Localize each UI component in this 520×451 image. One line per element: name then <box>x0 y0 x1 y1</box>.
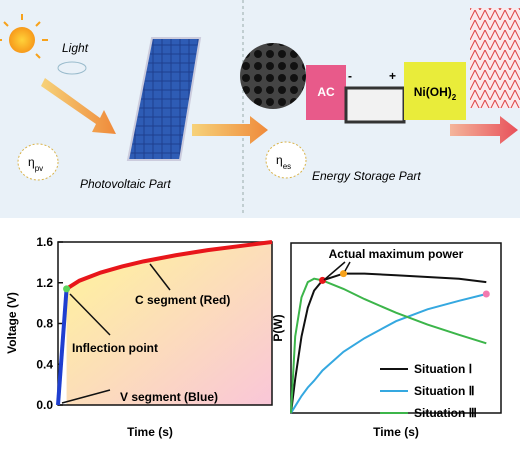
y-tick-label: 0.4 <box>36 357 53 371</box>
eta-pv-ring <box>17 143 59 181</box>
arrow <box>323 261 346 281</box>
eta-sub: es <box>283 162 291 171</box>
es-part: Energy Storage Part <box>312 169 421 183</box>
line <box>56 288 69 406</box>
line <box>290 277 487 414</box>
annotation: V segment (Blue) <box>120 390 218 404</box>
ac-label: AC <box>317 85 335 99</box>
sun <box>9 27 35 53</box>
y-tick-label: 0.8 <box>36 317 53 331</box>
eta-symbol: η <box>28 155 35 169</box>
crystal <box>470 8 520 108</box>
arrow <box>61 389 111 404</box>
arrow <box>149 263 171 291</box>
annotation: Inflection point <box>72 341 158 355</box>
annotations <box>61 261 351 404</box>
y-tick-label: 0.0 <box>36 398 53 412</box>
line <box>290 272 487 414</box>
point-marker <box>482 290 490 298</box>
eta-pv: ηpv <box>28 155 43 173</box>
eta-es: ηes <box>276 153 291 171</box>
ac-electrode <box>306 65 346 120</box>
transfer-arrow <box>192 116 268 144</box>
eta-es-ring <box>265 141 307 179</box>
nioh-main: Ni(OH) <box>414 85 452 99</box>
line <box>290 293 487 414</box>
point-marker <box>319 276 326 284</box>
solar-panel <box>126 37 202 161</box>
power-chart: Time (s) P(W) Situation Ⅰ Situation Ⅱ Situ… <box>271 242 502 439</box>
eta-sub: pv <box>35 164 43 173</box>
y-tick-label: 1.2 <box>36 276 53 290</box>
y-tick-label: 1.6 <box>36 235 53 249</box>
porous-carbon <box>240 43 306 109</box>
nioh-sub: 2 <box>452 93 457 102</box>
nioh-electrode <box>404 62 466 120</box>
arrow <box>69 293 111 336</box>
light-glyph <box>57 61 87 75</box>
x-label: Time (s) <box>373 425 419 439</box>
voltage-chart: Time (s) Voltage (V) 0.0 0.4 0.8 1.2 1.6 <box>5 235 273 439</box>
line <box>65 240 273 291</box>
point-marker <box>340 270 347 278</box>
plus-label: + <box>389 69 396 83</box>
light-label: Light <box>62 41 89 55</box>
legend-label: Situation Ⅰ <box>414 362 472 376</box>
arrow <box>344 261 351 272</box>
y-label: Voltage (V) <box>5 292 19 354</box>
point-marker <box>63 285 71 293</box>
area-fill <box>66 242 272 405</box>
output-arrow <box>450 116 518 144</box>
minus-label: - <box>348 69 352 83</box>
nioh-label: Ni(OH)2 <box>414 85 457 102</box>
annotation: C segment (Red) <box>135 293 230 307</box>
eta-symbol: η <box>276 153 283 167</box>
annotation: Actual maximum power <box>329 247 464 261</box>
schematic: Light ηpv Photovoltaic Part AC - + Ni(OH… <box>0 0 520 218</box>
pv-part: Photovoltaic Part <box>80 177 171 191</box>
cell <box>344 86 406 124</box>
legend-label: Situation Ⅲ <box>414 406 477 420</box>
sun-rays <box>0 14 48 59</box>
y-label: P(W) <box>271 314 285 341</box>
legend-label: Situation Ⅱ <box>414 384 475 398</box>
light-arrow <box>41 78 116 134</box>
x-label: Time (s) <box>127 425 173 439</box>
